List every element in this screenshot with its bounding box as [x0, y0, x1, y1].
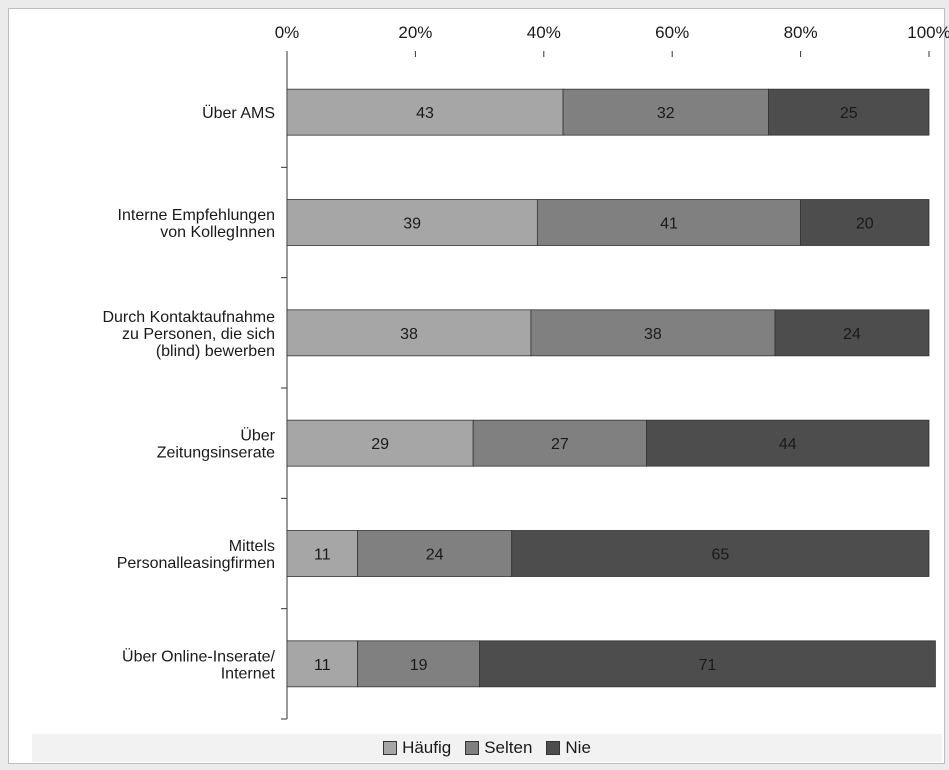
legend-label-selten: Selten [484, 738, 533, 757]
data-label: 44 [779, 436, 797, 453]
legend-swatch-selten [465, 741, 480, 755]
category-label-line: Durch Kontaktaufnahme [102, 309, 275, 326]
x-tick-label: 40% [527, 23, 561, 42]
category-label-line: Personalleasingfirmen [117, 555, 275, 572]
bar-segment [530, 309, 776, 357]
data-label: 11 [314, 657, 331, 674]
data-label: 38 [400, 326, 418, 343]
data-label: 25 [840, 105, 858, 122]
bar-segment [286, 419, 474, 467]
category-label: Mittels Personalleasingfirmen [117, 538, 275, 572]
category-label-line: Interne Empfehlungen [118, 207, 275, 224]
category-label-line: Über Online-Inserate/ [122, 647, 276, 665]
category-label: Über AMS [202, 104, 275, 122]
data-label: 24 [843, 326, 861, 343]
bar-segment [774, 309, 930, 357]
category-label: Durch Kontaktaufnahme zu Personen, die si… [102, 309, 275, 360]
bar-segment [768, 88, 930, 136]
data-label: 29 [371, 436, 389, 453]
category-label-line: Zeitungsinserate [157, 445, 275, 462]
category-label: Über Online-Inserate/Internet [122, 647, 276, 682]
bar-segment [800, 199, 930, 246]
legend-label-haeufig: Häufig [402, 738, 452, 757]
data-label: 24 [426, 547, 444, 564]
legend-label-nie: Nie [565, 738, 591, 757]
category-label: Über Zeitungsinserate [157, 427, 276, 462]
data-label: 11 [314, 547, 331, 564]
data-label: 39 [403, 216, 421, 233]
legend-item-selten: Selten [465, 738, 532, 758]
category-label-line: zu Personen, die sich [122, 326, 275, 343]
bar-segment [511, 530, 930, 577]
data-label: 65 [711, 547, 729, 564]
bar-segment [646, 419, 930, 467]
bars-layer [286, 88, 936, 688]
category-label-line: Internet [221, 665, 276, 682]
bar-segment [286, 530, 359, 577]
category-label-line: Über AMS [202, 104, 275, 122]
legend-swatch-haeufig [383, 741, 398, 755]
bar-segment [357, 640, 480, 688]
data-label: 71 [699, 657, 717, 674]
x-tick-label: 0% [275, 23, 300, 42]
bar-segment [286, 640, 359, 688]
x-tick-label: 20% [398, 23, 432, 42]
legend-swatch-nie [546, 741, 561, 755]
bar-segment [357, 530, 513, 577]
data-label: 32 [657, 105, 675, 122]
bar-segment [536, 199, 802, 246]
bar-segment [286, 199, 538, 246]
category-label-line: Mittels [229, 538, 275, 555]
x-tick-label: 100% [907, 23, 949, 42]
legend: Häufig Selten Nie [32, 734, 942, 762]
category-label-line: von KollegInnen [160, 224, 275, 241]
labels-layer: 0% 20% 40% 60% 80% 100% 43 32 25 Über AMS 39 41 20 In… [102, 23, 949, 682]
category-label-line: (blind) bewerben [156, 343, 275, 360]
bar-segment [472, 419, 647, 467]
data-label: 41 [660, 216, 678, 233]
bar-segment [286, 88, 564, 136]
data-label: 20 [856, 216, 874, 233]
data-label: 43 [416, 105, 434, 122]
legend-item-nie: Nie [546, 738, 591, 758]
data-label: 27 [551, 436, 569, 453]
legend-item-haeufig: Häufig [383, 738, 451, 758]
axis-layer [281, 51, 930, 720]
category-label: Interne Empfehlungen von KollegInnen [118, 207, 275, 241]
x-tick-label: 80% [784, 23, 818, 42]
data-label: 38 [644, 326, 662, 343]
category-label-line: Über [240, 427, 275, 445]
bar-segment [479, 640, 936, 688]
x-tick-label: 60% [655, 23, 689, 42]
bar-segment [562, 88, 769, 136]
data-label: 19 [410, 657, 428, 674]
